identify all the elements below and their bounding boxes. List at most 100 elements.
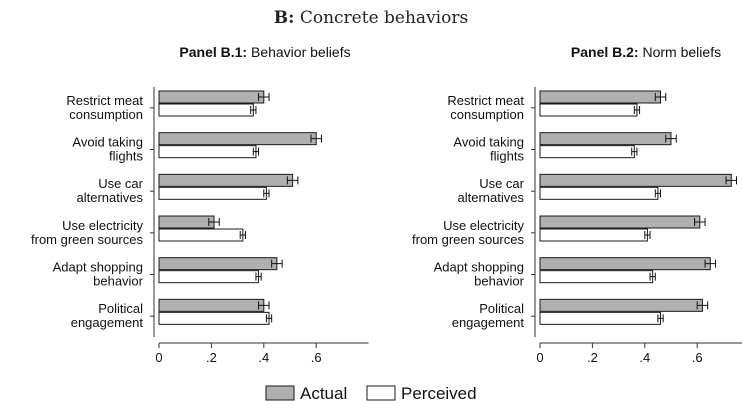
category-label-line: Avoid taking (453, 135, 524, 150)
figure-title-text: Concrete behaviors (294, 8, 468, 28)
error-bar-perceived (631, 147, 638, 156)
bar-perceived (539, 186, 659, 200)
x-tick-label: .2 (206, 350, 217, 365)
error-bar-perceived (252, 147, 260, 156)
bar-actual (539, 257, 711, 271)
legend-swatch-actual (265, 385, 295, 401)
bar-actual (539, 298, 703, 312)
error-bar-perceived (239, 231, 246, 240)
panel-b2: Panel B.2: Norm beliefs 0 .2 .4 .6 Restrict m… (412, 44, 742, 365)
bar-perceived (158, 270, 260, 284)
error-bar-perceived (633, 106, 641, 114)
category-label-line: behavior (93, 274, 144, 289)
panel-title-text: Norm beliefs (639, 44, 721, 60)
category-label: Use electricity from green sources (412, 218, 524, 247)
category-label-line: flights (490, 149, 524, 164)
bar-actual (158, 90, 265, 104)
error-bar-actual (271, 259, 283, 268)
category-label-line: engagement (71, 315, 144, 330)
category-label-line: Political (479, 301, 524, 316)
error-bar-actual (310, 134, 322, 143)
error-bar-perceived (263, 189, 270, 198)
error-bar-actual (665, 134, 677, 143)
bar-actual (539, 215, 701, 229)
error-bar-perceived (644, 231, 651, 240)
category-label: Restrict meat consumption (447, 93, 524, 122)
bar-perceived (539, 103, 638, 117)
category-label-line: Avoid taking (72, 135, 143, 150)
bar-perceived (539, 228, 648, 242)
error-bar-actual (725, 176, 737, 185)
category-label-line: Use car (479, 176, 524, 191)
bar-perceived (158, 186, 267, 200)
category-label-line: from green sources (412, 232, 524, 247)
error-bar-perceived (657, 314, 664, 323)
bar-perceived (158, 311, 270, 325)
error-bar-perceived (265, 314, 273, 323)
category-label-line: Adapt shopping (53, 260, 143, 275)
error-bar-actual (208, 218, 220, 227)
bar-perceived (158, 103, 254, 117)
error-bar-actual (704, 259, 717, 268)
x-tick-label: .2 (587, 350, 598, 365)
category-label-line: consumption (450, 107, 524, 122)
error-bar-actual (696, 301, 709, 310)
category-label-line: alternatives (458, 190, 525, 205)
panel-title-bold: Panel B.2: (571, 44, 639, 60)
category-label-line: Adapt shopping (434, 260, 524, 275)
bar-actual (539, 90, 662, 104)
bar-perceived (539, 270, 654, 284)
bar-actual (539, 173, 732, 187)
error-bar-perceived (654, 189, 662, 198)
bar-perceived (539, 145, 635, 159)
panel-title-bold: Panel B.1: (179, 44, 247, 60)
category-label-line: engagement (452, 315, 525, 330)
panel-title: Panel B.2: Norm beliefs (571, 44, 721, 60)
bar-actual (158, 132, 317, 146)
error-bar-perceived (255, 272, 262, 281)
bar-actual (158, 215, 215, 229)
legend: Actual Perceived (265, 384, 477, 401)
bar-actual (158, 257, 278, 271)
figure-title-prefix: B: (274, 8, 295, 28)
category-label-line: Political (98, 301, 143, 316)
category-label: Adapt shopping behavior (53, 260, 144, 289)
bar-actual (158, 173, 294, 187)
error-bar-actual (654, 93, 667, 101)
panel-b1: Panel B.1: Behavior beliefs 0 .2 .4 .6 Restri… (31, 44, 369, 365)
category-label: Avoid taking flights (72, 135, 143, 164)
category-label-line: Use electricity (443, 218, 524, 233)
error-bar-perceived (649, 272, 656, 281)
x-tick-label: .4 (258, 350, 269, 365)
figure-title: B: Concrete behaviors (274, 8, 468, 28)
x-tick-label: .6 (311, 350, 322, 365)
category-label-line: Use electricity (62, 218, 143, 233)
category-label: Use car alternatives (458, 176, 525, 205)
category-label-line: Use car (98, 176, 143, 191)
category-label-line: consumption (69, 107, 143, 122)
category-label: Adapt shopping behavior (434, 260, 525, 289)
error-bar-perceived (250, 106, 257, 114)
category-label-line: flights (109, 149, 143, 164)
category-label-line: behavior (474, 274, 525, 289)
category-label: Restrict meat consumption (66, 93, 143, 122)
panel-title: Panel B.1: Behavior beliefs (179, 44, 350, 60)
category-label: Use car alternatives (77, 176, 144, 205)
legend-label-actual: Actual (300, 384, 347, 401)
category-label-line: Restrict meat (66, 93, 143, 108)
x-tick-label: 0 (155, 350, 162, 365)
bar-perceived (158, 228, 244, 242)
bar-perceived (539, 311, 662, 325)
x-tick-label: .6 (692, 350, 703, 365)
category-label: Political engagement (452, 301, 525, 330)
bar-actual (539, 132, 672, 146)
panel-title-text: Behavior beliefs (247, 44, 351, 60)
legend-label-perceived: Perceived (401, 384, 477, 401)
category-label: Political engagement (71, 301, 144, 330)
error-bar-actual (694, 218, 706, 227)
error-bar-actual (286, 176, 299, 185)
category-label-line: alternatives (77, 190, 144, 205)
category-label: Avoid taking flights (453, 135, 524, 164)
bar-perceived (158, 145, 257, 159)
x-tick-label: .4 (639, 350, 650, 365)
